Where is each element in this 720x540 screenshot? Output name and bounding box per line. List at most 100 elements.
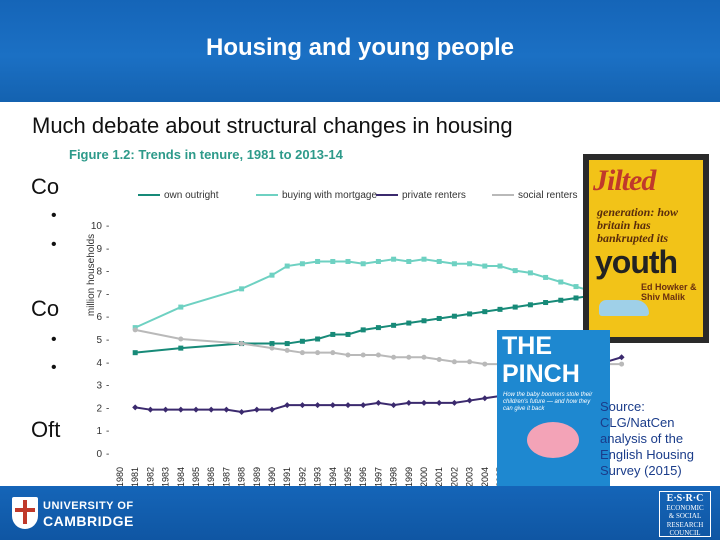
data-point bbox=[467, 359, 473, 365]
data-point bbox=[269, 272, 275, 278]
x-tick-label: 1981 bbox=[130, 467, 140, 487]
x-tick-label: 1985 bbox=[191, 467, 201, 487]
data-point bbox=[375, 325, 381, 331]
data-point bbox=[619, 361, 625, 367]
bullet-2: • bbox=[51, 236, 57, 253]
jilted-generation-book-cover: Jilted generation: how britain has bankr… bbox=[583, 154, 709, 343]
data-point bbox=[239, 286, 245, 292]
x-tick-label: 1996 bbox=[358, 467, 368, 487]
y-tick-mark: - bbox=[106, 335, 109, 346]
x-tick-label: 1998 bbox=[389, 467, 399, 487]
esrc-logo: E·S·R·C ECONOMIC & SOCIAL RESEARCH COUNC… bbox=[659, 491, 711, 537]
data-point bbox=[497, 263, 503, 269]
sneaker-illustration bbox=[599, 300, 649, 316]
y-tick-mark: - bbox=[106, 221, 109, 232]
the-pinch-book-cover: THE PINCH How the baby boomers stole the… bbox=[497, 330, 610, 487]
book-title-youth: youth bbox=[595, 244, 678, 280]
data-point bbox=[558, 297, 564, 303]
data-point bbox=[360, 352, 366, 358]
data-point bbox=[178, 336, 184, 342]
y-tick-label: 8 bbox=[96, 267, 102, 278]
data-point bbox=[421, 399, 427, 406]
data-point bbox=[208, 406, 215, 413]
data-point bbox=[238, 408, 245, 415]
cambridge-logo-line2: CAMBRIDGE bbox=[43, 513, 134, 529]
cambridge-logo: UNIVERSITY OF CAMBRIDGE bbox=[12, 497, 160, 531]
data-point bbox=[405, 399, 412, 406]
x-tick-label: 2002 bbox=[449, 467, 459, 487]
data-point bbox=[269, 406, 275, 413]
data-point bbox=[299, 402, 306, 409]
data-point bbox=[451, 399, 458, 406]
figure-caption: Figure 1.2: Trends in tenure, 1981 to 20… bbox=[69, 147, 343, 162]
data-point bbox=[421, 256, 427, 262]
y-tick-label: 6 bbox=[96, 312, 102, 323]
x-tick-label: 1980 bbox=[115, 467, 125, 487]
data-point bbox=[223, 406, 230, 413]
partial-text-2: Co bbox=[31, 296, 60, 321]
data-point bbox=[512, 304, 518, 310]
x-tick-label: 1994 bbox=[328, 467, 338, 487]
data-point bbox=[345, 352, 351, 358]
y-tick-mark: - bbox=[106, 426, 109, 437]
data-point bbox=[391, 256, 397, 262]
data-point bbox=[147, 406, 154, 413]
bullet-1: • bbox=[51, 207, 57, 224]
data-point bbox=[618, 354, 625, 361]
data-point bbox=[558, 279, 564, 285]
data-point bbox=[253, 406, 260, 413]
data-point bbox=[573, 295, 579, 301]
y-tick-label: 5 bbox=[96, 335, 102, 346]
book-authors: Ed Howker & Shiv Malik bbox=[641, 282, 697, 302]
y-tick-mark: - bbox=[106, 381, 109, 392]
y-tick-label: 1 bbox=[96, 426, 102, 437]
series-line-1 bbox=[134, 258, 622, 329]
data-point bbox=[284, 341, 290, 347]
data-point bbox=[178, 345, 184, 351]
data-point bbox=[482, 361, 488, 367]
y-tick-label: 9 bbox=[96, 244, 102, 255]
data-point bbox=[269, 345, 275, 351]
data-point bbox=[284, 402, 291, 409]
book-subtitle: generation: how britain has bankrupted i… bbox=[597, 205, 679, 245]
data-point bbox=[406, 320, 412, 326]
data-point bbox=[132, 350, 138, 356]
title-bar: Housing and young people bbox=[0, 0, 720, 102]
data-point bbox=[239, 341, 245, 347]
footer-bar bbox=[0, 486, 720, 540]
esrc-logo-line: RESEARCH bbox=[666, 520, 704, 529]
source-line: CLG/NatCen bbox=[600, 415, 675, 430]
x-tick-label: 1987 bbox=[221, 467, 231, 487]
x-tick-label: 1997 bbox=[373, 467, 383, 487]
data-point bbox=[329, 402, 336, 409]
esrc-logo-line: ECONOMIC bbox=[666, 503, 704, 512]
data-point bbox=[436, 258, 442, 264]
data-point bbox=[391, 354, 397, 360]
data-point bbox=[360, 402, 367, 409]
x-tick-label: 1995 bbox=[343, 467, 353, 487]
piggy-bank-icon bbox=[527, 422, 579, 458]
legend-label: social renters bbox=[518, 190, 577, 201]
x-tick-label: 1991 bbox=[282, 467, 292, 487]
book-title-pinch: THE PINCH bbox=[502, 332, 580, 388]
x-tick-label: 1984 bbox=[176, 467, 186, 487]
data-point bbox=[467, 311, 473, 317]
x-tick-label: 1986 bbox=[206, 467, 216, 487]
slide-title: Housing and young people bbox=[206, 34, 514, 61]
data-point bbox=[330, 350, 336, 356]
data-point bbox=[284, 347, 290, 353]
y-tick-mark: - bbox=[106, 358, 109, 369]
data-point bbox=[269, 341, 275, 347]
data-point bbox=[330, 331, 336, 337]
book-tagline: How the baby boomers stole their childre… bbox=[503, 392, 593, 412]
source-line: Source: bbox=[600, 399, 645, 414]
data-point bbox=[162, 406, 169, 413]
data-point bbox=[375, 258, 381, 264]
cambridge-shield-icon bbox=[12, 497, 38, 529]
data-point bbox=[375, 399, 382, 406]
data-point bbox=[406, 354, 412, 360]
data-point bbox=[345, 331, 351, 337]
data-point bbox=[467, 261, 473, 267]
y-tick-mark: - bbox=[106, 289, 109, 300]
x-tick-label: 2003 bbox=[465, 467, 475, 487]
